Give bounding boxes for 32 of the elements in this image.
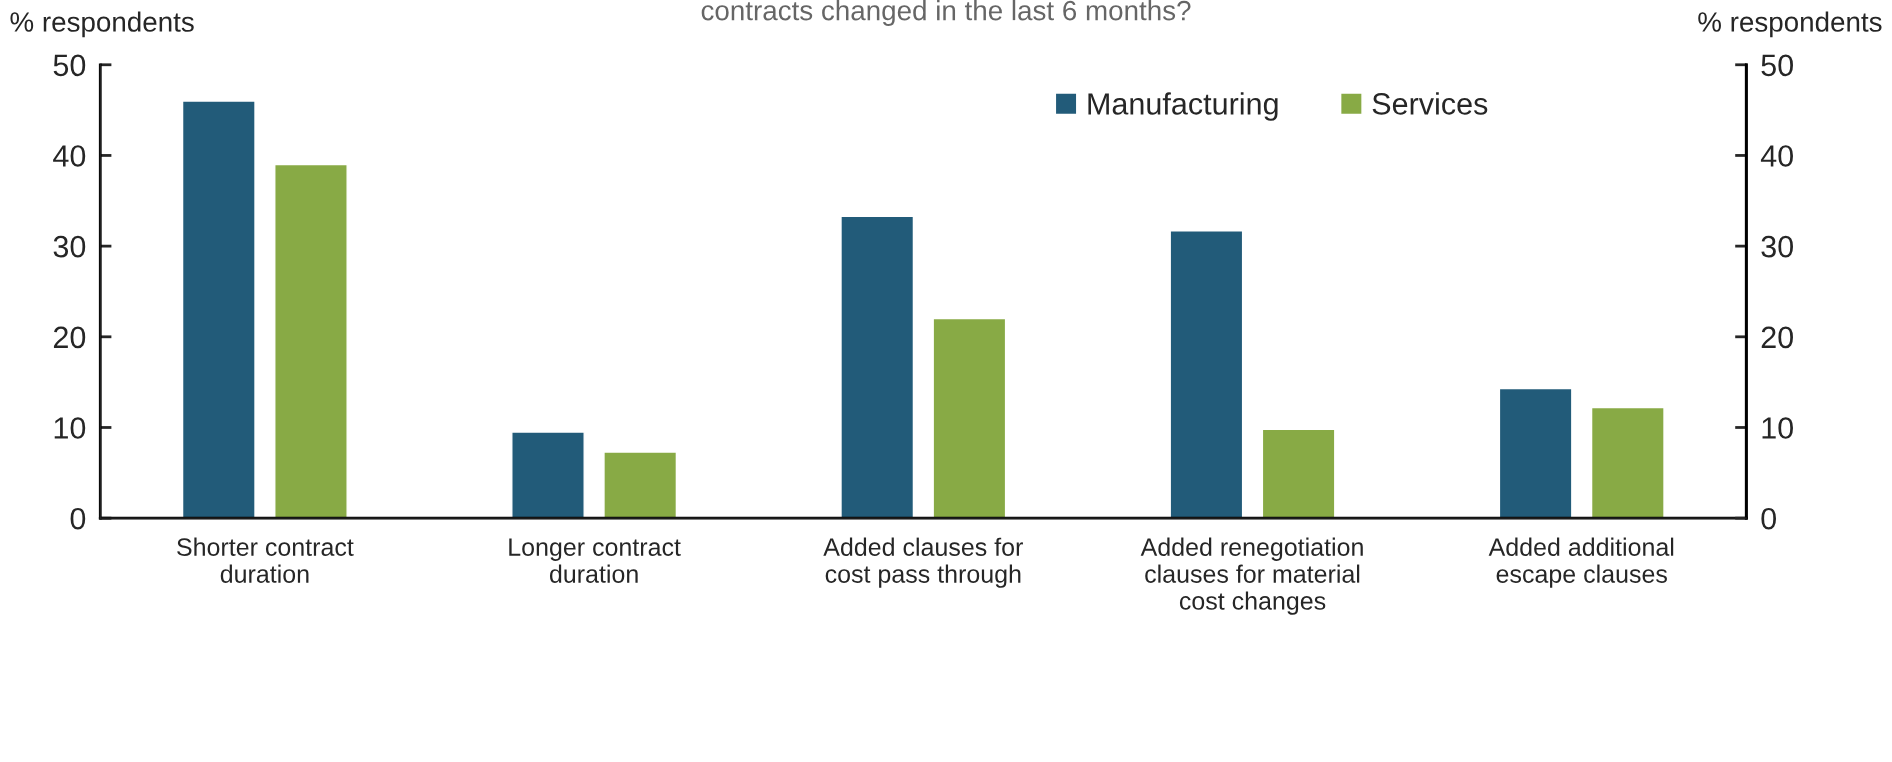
x-tick-label: Longer contract duration xyxy=(509,538,681,583)
y2-tick-label: 40 xyxy=(1760,145,1793,167)
y-axis-title: % respondents xyxy=(10,11,194,38)
legend-label: Manufacturing xyxy=(1088,92,1278,121)
x-tick-label: Added renegotiation clauses for material cost changes xyxy=(1140,537,1363,615)
y2-tick-label: 30 xyxy=(1761,235,1793,258)
bar xyxy=(1169,230,1244,519)
bar xyxy=(1498,387,1573,519)
y2-tick-label: 20 xyxy=(1761,326,1793,349)
y-tick-label: 40 xyxy=(53,145,86,167)
y2-axis-title: % respondents xyxy=(1698,11,1882,38)
y-tick-label: 0 xyxy=(70,507,86,530)
y-tick-label: 50 xyxy=(53,54,86,77)
chart-title: contracts changed in the last 6 months? xyxy=(701,0,1191,26)
bar xyxy=(511,431,585,519)
y-tick-label: 30 xyxy=(53,235,86,258)
y2-tick-label: 0 xyxy=(1761,507,1776,530)
bar xyxy=(181,100,256,519)
bar xyxy=(932,317,1007,519)
x-tick-label: Added additional escape clauses xyxy=(1488,537,1674,588)
bar xyxy=(274,163,348,519)
y2-tick-label: 50 xyxy=(1761,54,1793,77)
bar xyxy=(603,451,678,519)
legend-label: Services xyxy=(1372,92,1488,115)
y2-tick-label: 10 xyxy=(1762,417,1793,439)
y-tick-label: 20 xyxy=(53,326,86,349)
x-tick-label: Shorter contract duration xyxy=(177,537,354,583)
bar xyxy=(1261,428,1336,519)
y-tick-label: 10 xyxy=(54,417,86,439)
bar xyxy=(840,215,915,519)
bar xyxy=(1590,406,1665,519)
x-tick-label: Added clauses for cost pass through xyxy=(823,537,1023,588)
